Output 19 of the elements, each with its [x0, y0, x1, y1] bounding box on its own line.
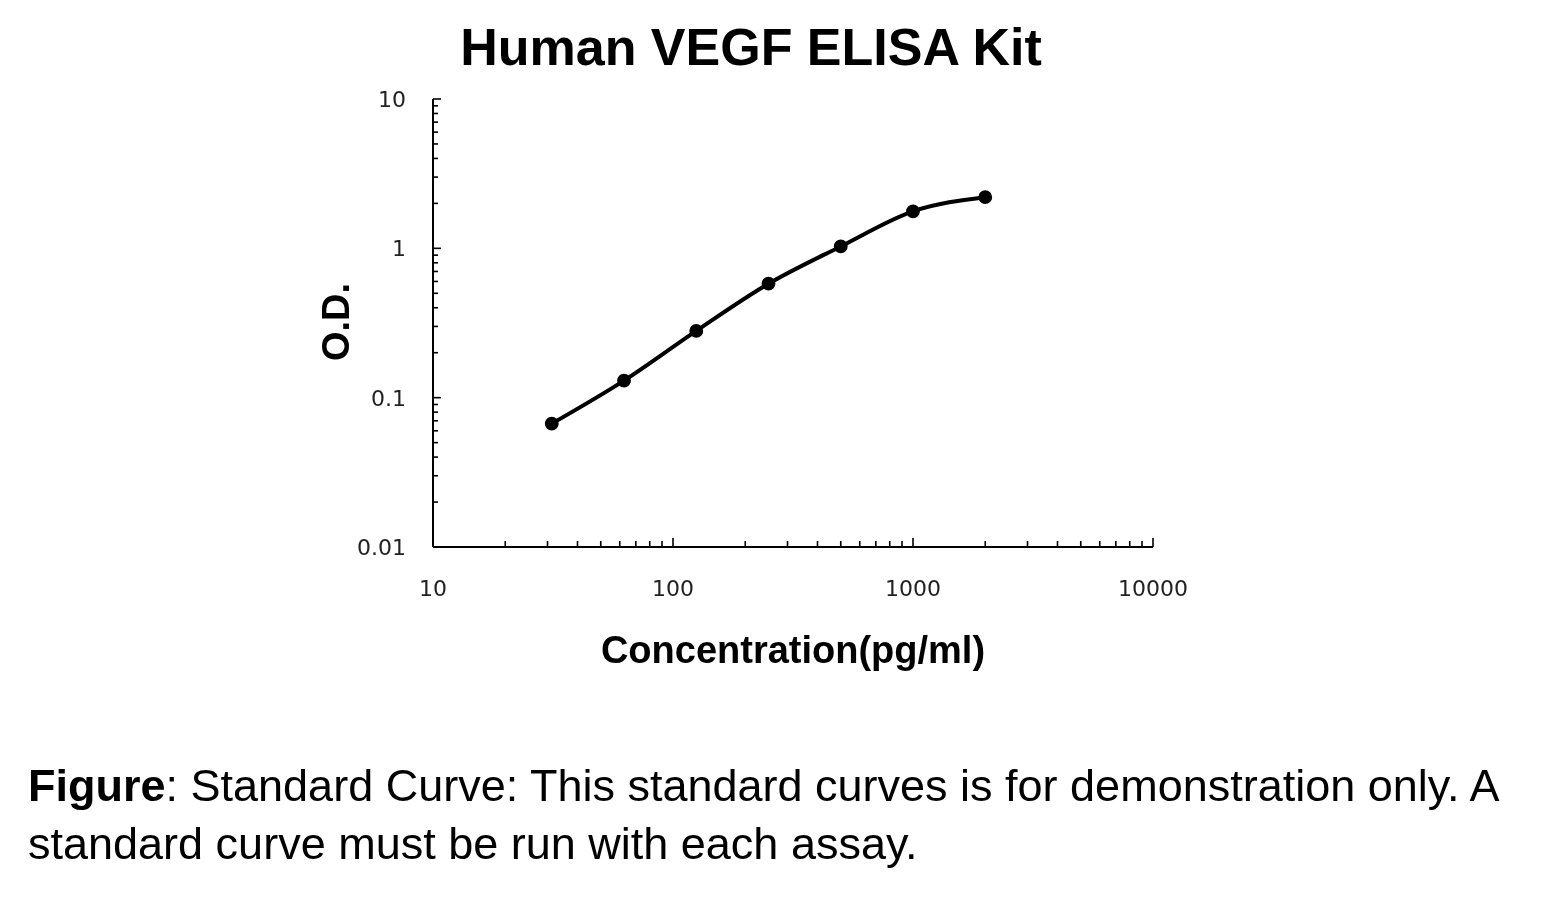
y-tick-label: 0.1: [371, 385, 406, 411]
point: [617, 373, 631, 388]
y-tick-label: 1: [392, 236, 406, 262]
x-axis-title: Concentration(pg/ml): [600, 629, 986, 671]
point: [689, 323, 704, 338]
point: [833, 239, 848, 254]
x-tick-label: 100: [652, 576, 694, 601]
x-tick-label: 10000: [1118, 576, 1188, 601]
text: Figure: Standard Curve: This standard curves is for demonstration only. A standard curve must be run with each assay.: [28, 759, 1499, 871]
y-tick-label: 0.01: [357, 535, 406, 560]
point: [978, 190, 993, 205]
point: [906, 204, 920, 219]
point: [544, 416, 559, 431]
point: [761, 276, 776, 291]
x-tick-label: 10: [419, 576, 447, 601]
x-tick-label: 1000: [885, 576, 941, 601]
y-axis-title: O.D.: [315, 282, 357, 362]
chart-title: Human VEGF ELISA Kit: [460, 18, 1042, 76]
y-tick-label: 10: [378, 87, 406, 112]
